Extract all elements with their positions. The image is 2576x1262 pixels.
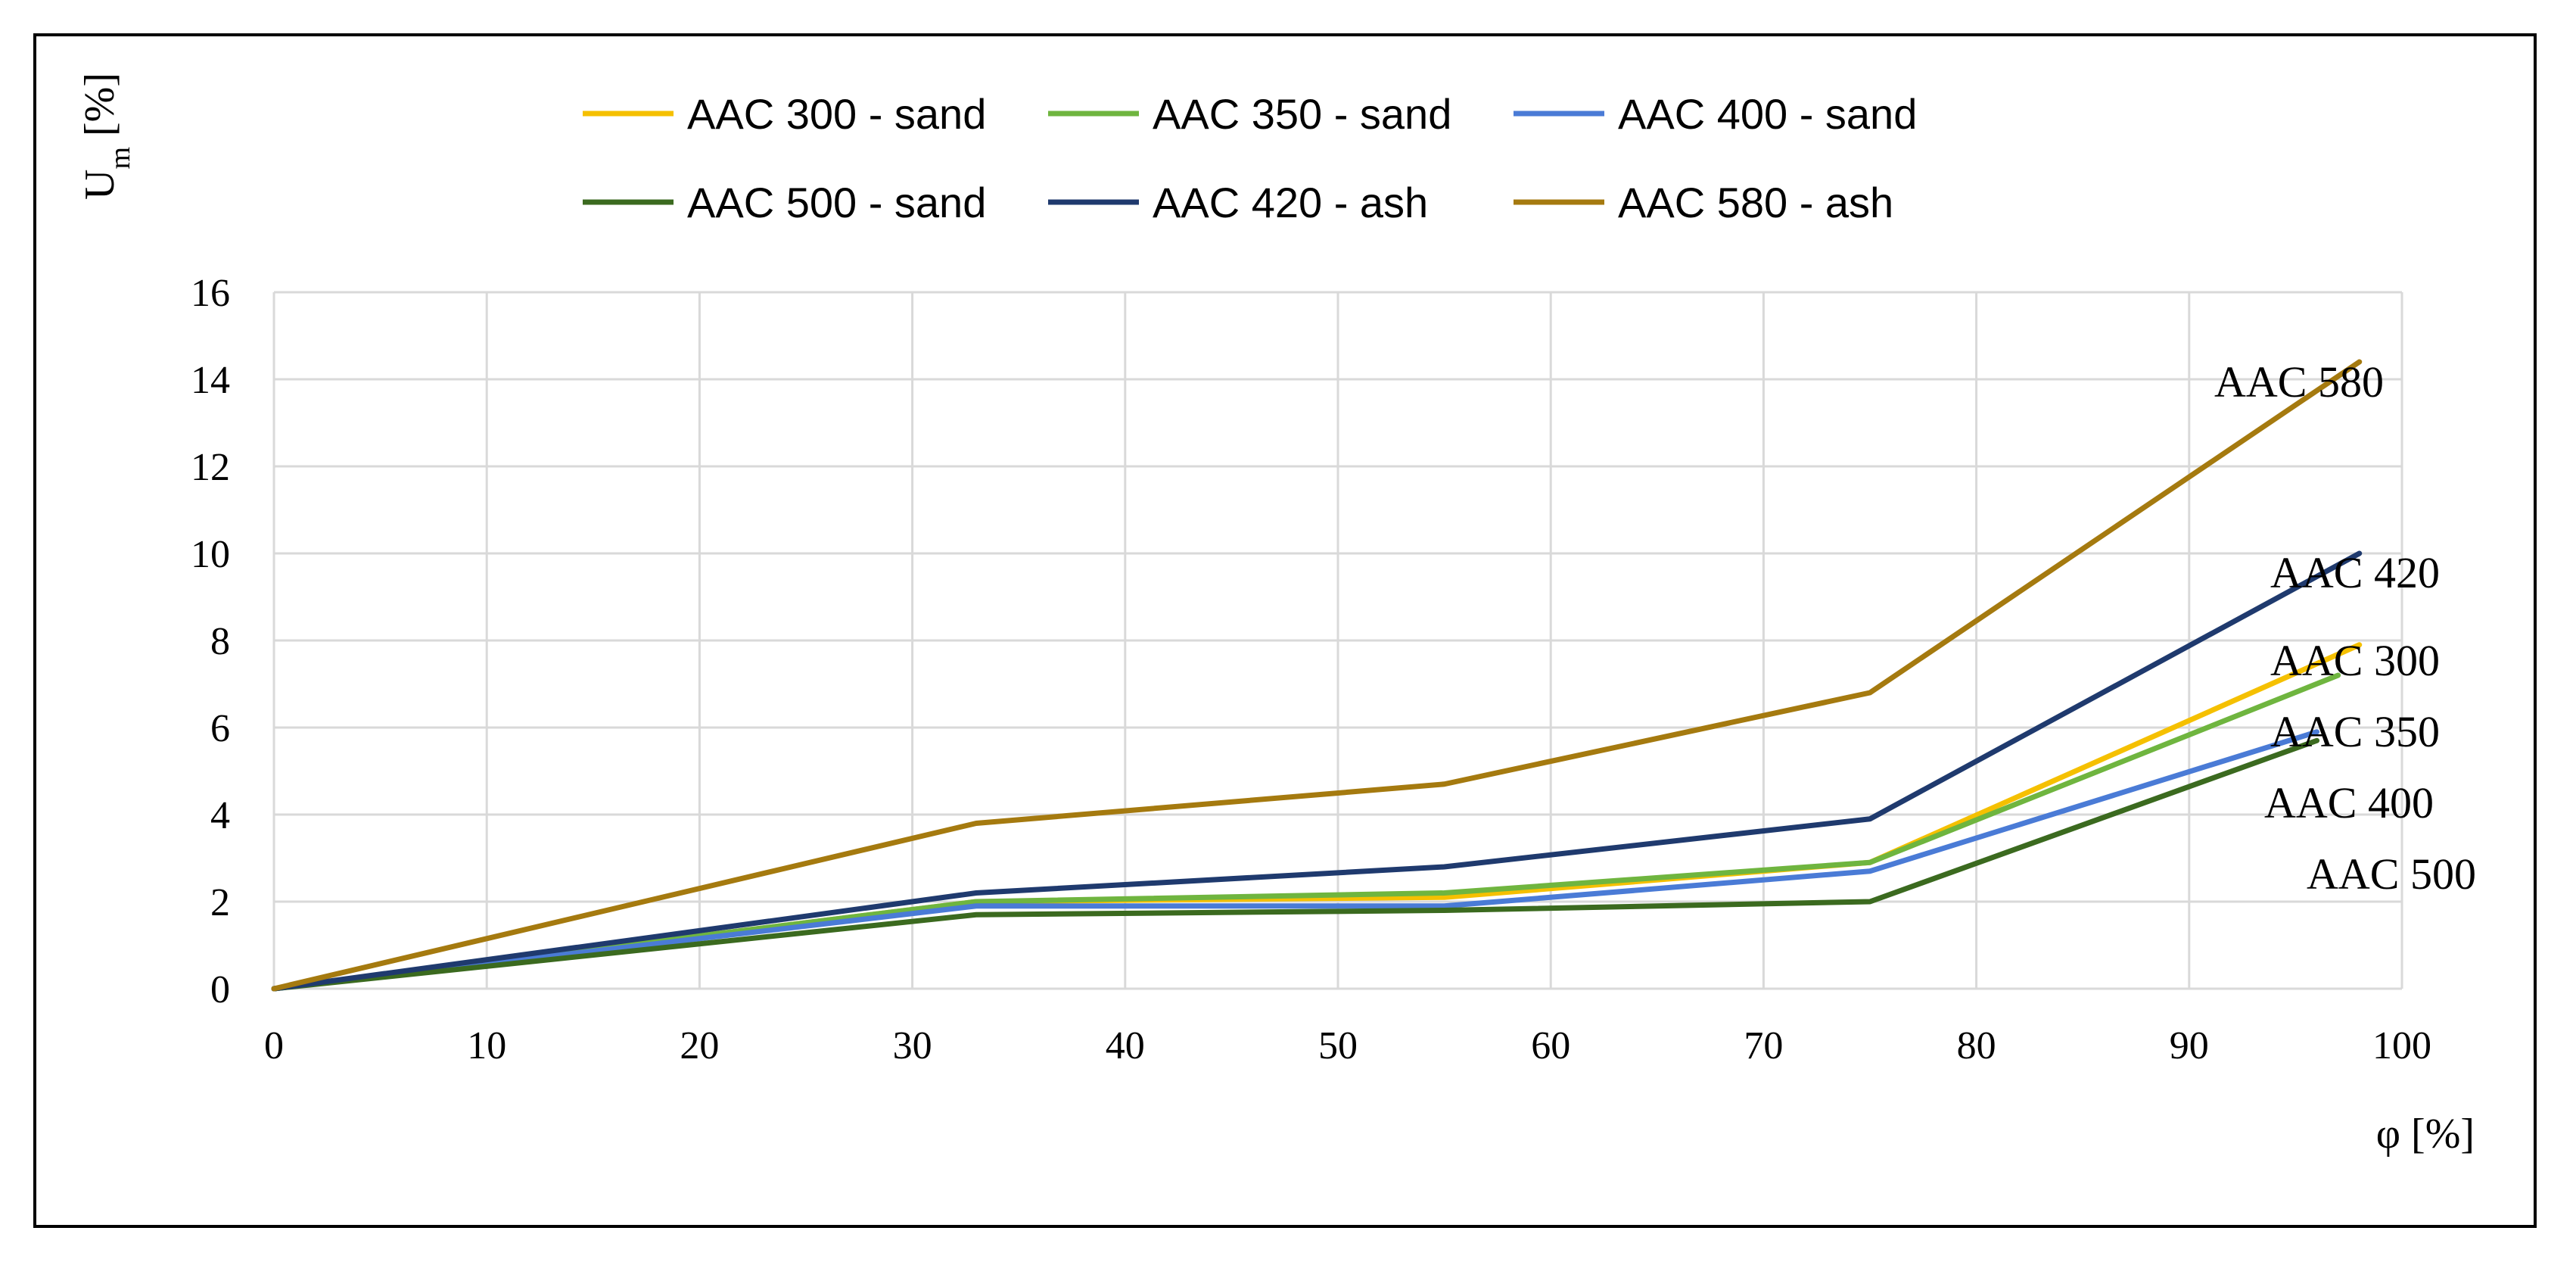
x-tick-label: 70 <box>1744 1024 1783 1067</box>
x-axis-title: φ [%] <box>2376 1111 2475 1158</box>
x-tick-label: 40 <box>1106 1024 1145 1067</box>
legend-label: AAC 400 - sand <box>1618 90 1917 138</box>
x-tick-label: 60 <box>1531 1024 1570 1067</box>
y-tick-label: 4 <box>210 794 230 837</box>
y-tick-label: 14 <box>191 359 230 402</box>
x-tick-label: 20 <box>680 1024 719 1067</box>
y-tick-label: 6 <box>210 707 230 750</box>
legend-label: AAC 500 - sand <box>687 179 986 226</box>
end-label: AAC 500 <box>2307 849 2476 899</box>
end-label: AAC 400 <box>2264 778 2434 827</box>
series-line-aac-420---ash <box>271 550 2363 992</box>
x-tick-label: 0 <box>264 1024 284 1067</box>
series-line-aac-580---ash <box>271 359 2363 992</box>
y-tick-label: 12 <box>191 446 230 489</box>
end-label: AAC 300 <box>2270 636 2440 685</box>
x-tick-label: 50 <box>1318 1024 1358 1067</box>
series-line-aac-500---sand <box>271 737 2320 992</box>
y-axis-title: Um [%] <box>76 73 136 200</box>
x-tick-label: 100 <box>2372 1024 2431 1067</box>
x-tick-label: 30 <box>893 1024 932 1067</box>
y-tick-label: 16 <box>191 272 230 315</box>
end-label: AAC 580 <box>2214 357 2384 407</box>
x-tick-label: 80 <box>1957 1024 1996 1067</box>
legend-label: AAC 350 - sand <box>1153 90 1451 138</box>
legend-label: AAC 580 - ash <box>1618 179 1893 226</box>
legend-label: AAC 420 - ash <box>1153 179 1428 226</box>
y-tick-label: 8 <box>210 620 230 663</box>
series-line-aac-350---sand <box>271 672 2341 992</box>
series-line-aac-400---sand <box>271 729 2320 992</box>
end-label: AAC 350 <box>2270 707 2440 756</box>
y-tick-label: 10 <box>191 533 230 576</box>
y-tick-label: 0 <box>210 968 230 1011</box>
end-label: AAC 420 <box>2270 548 2440 597</box>
y-tick-label: 2 <box>210 881 230 924</box>
chart-frame <box>33 33 2537 1228</box>
x-tick-label: 90 <box>2170 1024 2209 1067</box>
x-tick-label: 10 <box>467 1024 506 1067</box>
legend-label: AAC 300 - sand <box>687 90 986 138</box>
